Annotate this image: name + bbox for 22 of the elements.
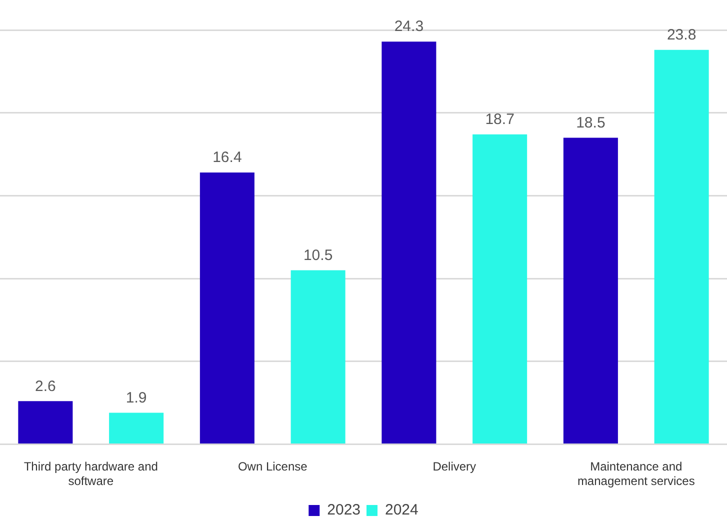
legend-label: 2023 (327, 502, 361, 519)
data-label: 1.9 (126, 389, 147, 406)
bar (563, 138, 618, 444)
x-tick-label: Delivery (432, 460, 476, 474)
bar (18, 401, 73, 444)
bar (109, 412, 164, 444)
data-label: 24.3 (394, 18, 424, 36)
bar (382, 42, 436, 444)
data-label: 2.6 (35, 378, 56, 395)
data-label: 10.5 (303, 246, 333, 264)
data-label: 18.7 (485, 111, 514, 128)
bar (654, 50, 709, 444)
x-tick-label: Own License (238, 460, 308, 474)
legend-label: 2024 (385, 502, 418, 519)
data-label: 18.5 (576, 114, 606, 132)
bar (200, 172, 254, 444)
data-label: 23.8 (666, 26, 696, 44)
x-tick-label: Third party hardware and software (24, 460, 158, 488)
x-tick-label: Maintenance and management services (577, 460, 695, 488)
bar (290, 270, 346, 444)
bar (472, 134, 528, 444)
data-label: 16.4 (212, 149, 242, 166)
